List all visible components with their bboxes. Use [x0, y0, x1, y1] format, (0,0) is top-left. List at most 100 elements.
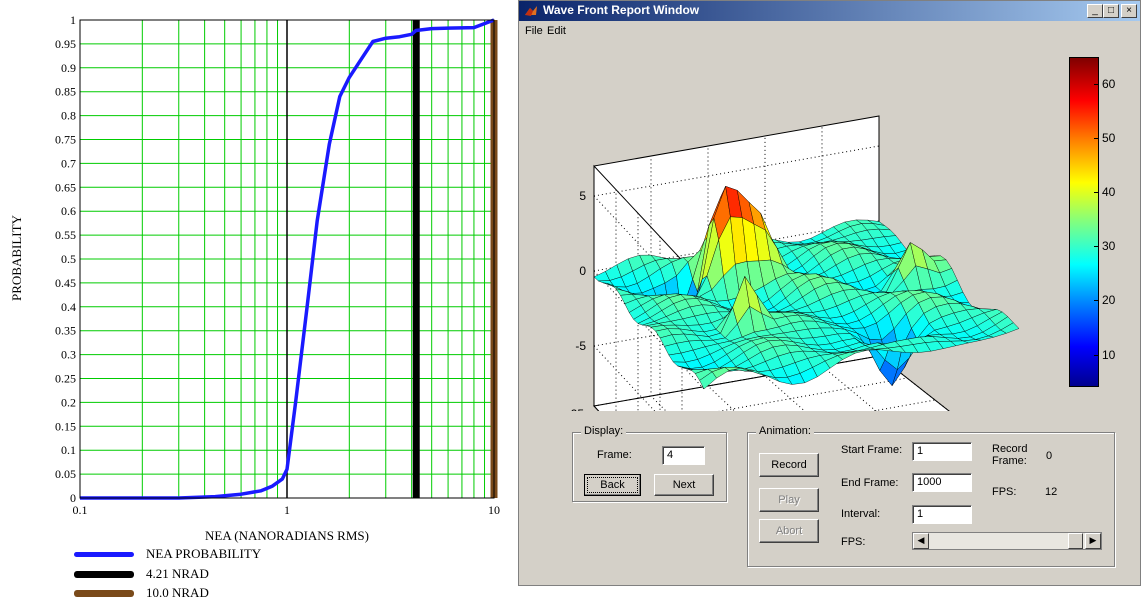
colorbar-tick-label: 40 — [1102, 185, 1116, 200]
colorbar-tick — [1094, 192, 1099, 194]
colorbar-tick-label: 20 — [1102, 293, 1116, 308]
wave-front-report-window: Wave Front Report Window _ □ × File Edit… — [518, 0, 1141, 586]
x-axis-label: NEA (NANORADIANS RMS) — [205, 528, 369, 543]
y-tick-label: 0.05 — [55, 467, 76, 481]
y-tick-label: 0.15 — [55, 419, 76, 433]
y-tick-label: 0.8 — [61, 109, 76, 123]
y-tick-label: 0.65 — [55, 180, 76, 194]
x-tick-label: 10 — [488, 503, 500, 517]
x-tick-label: 1 — [284, 503, 290, 517]
legend-swatch-black — [74, 570, 134, 578]
y-tick-label: 0 — [70, 491, 76, 505]
menu-edit[interactable]: Edit — [547, 25, 566, 37]
surface-axis-labels: 50-5252015105510152025 — [571, 189, 587, 411]
matlab-icon — [525, 6, 537, 16]
title-bar[interactable]: Wave Front Report Window _ □ × — [519, 1, 1140, 21]
slider-left-arrow-icon[interactable]: ◀ — [913, 533, 929, 549]
legend-label: 4.21 NRAD — [146, 566, 209, 581]
surface-patch — [1000, 322, 1020, 334]
plot-frame — [79, 19, 495, 499]
next-button[interactable]: Next — [654, 474, 714, 496]
wall-gridline — [593, 270, 705, 390]
surface-plot: 50-5252015105510152025 — [571, 115, 1020, 411]
wall-gridline — [593, 345, 656, 411]
colorbar-tick — [1094, 138, 1099, 140]
curve-layer — [80, 18, 495, 500]
interval-field[interactable]: 1 — [912, 505, 972, 524]
y-tick-label: 25 — [571, 407, 585, 411]
end-frame-label: End Frame: — [841, 477, 899, 489]
y-tick-label: 0.7 — [61, 156, 76, 170]
y-tick-label: 0.6 — [61, 204, 76, 218]
minimize-button[interactable]: _ — [1087, 4, 1103, 18]
z-tick-label: 5 — [579, 189, 586, 203]
y-tick-label: 0.55 — [55, 228, 76, 242]
colorbar-tick-label: 10 — [1102, 347, 1116, 362]
y-tick-label: 0.85 — [55, 85, 76, 99]
legend-item-nea: NEA PROBABILITY — [74, 545, 261, 563]
colorbar-tick-label: 50 — [1102, 131, 1116, 146]
frame-field[interactable]: 4 — [662, 446, 705, 465]
colorbar-tick — [1094, 300, 1099, 302]
chart-grid — [79, 19, 495, 499]
fps-label: FPS: — [992, 486, 1017, 498]
play-button[interactable]: Play — [759, 488, 819, 512]
window-title: Wave Front Report Window — [543, 3, 700, 17]
y-tick-label: 0.25 — [55, 372, 76, 386]
display-group-title: Display: — [581, 425, 627, 437]
x-tick-label: 0.1 — [73, 503, 88, 517]
legend-swatch-blue — [74, 551, 134, 557]
legend-swatch-brown — [74, 589, 134, 597]
surface-mesh — [593, 185, 1020, 390]
legend-item-421: 4.21 NRAD — [74, 565, 209, 583]
back-button[interactable]: Back — [584, 474, 641, 496]
record-frame-value: 0 — [1046, 450, 1053, 462]
colorbar-tick — [1094, 354, 1099, 356]
legend-item-100: 10.0 NRAD — [74, 584, 209, 602]
colorbar — [1069, 57, 1099, 387]
y-tick-label: 0.1 — [61, 443, 76, 457]
record-frame-label-line2: Frame: — [992, 455, 1027, 467]
y-axis-label: PROBABILITY — [9, 215, 24, 301]
probability-chart: 0 0.05 0.1 0.15 0.2 0.25 0.3 0.35 0.4 0.45 0.5 0.55… — [0, 0, 515, 601]
colorbar-tick — [1094, 84, 1099, 86]
colorbar-tick — [1094, 246, 1099, 248]
wall-gridline — [593, 145, 880, 197]
colorbar-tick-label: 30 — [1102, 239, 1116, 254]
frame-label: Frame: — [597, 449, 632, 461]
legend-label: NEA PROBABILITY — [146, 546, 262, 561]
z-tick-label: 0 — [579, 264, 586, 278]
slider-thumb[interactable] — [1068, 533, 1083, 549]
end-frame-field[interactable]: 1000 — [912, 473, 972, 492]
y-tick-labels: 0 0.05 0.1 0.15 0.2 0.25 0.3 0.35 0.4 0.45 0.5 0.55… — [55, 13, 76, 505]
z-tick-label: -5 — [575, 339, 586, 353]
y-tick-label: 0.2 — [61, 395, 76, 409]
floor-gridline — [650, 156, 667, 411]
y-tick-label: 0.9 — [61, 61, 76, 75]
abort-button[interactable]: Abort — [759, 519, 819, 543]
animation-group-title: Animation: — [756, 425, 814, 437]
nea-probability-line — [80, 18, 495, 500]
close-button[interactable]: × — [1121, 4, 1137, 18]
record-frame-label-line1: Record — [992, 443, 1028, 455]
slider-right-arrow-icon[interactable]: ▶ — [1085, 533, 1101, 549]
legend-label: 10.0 NRAD — [146, 585, 209, 600]
colorbar-tick-label: 60 — [1102, 77, 1116, 92]
y-tick-label: 0.95 — [55, 37, 76, 51]
chart-svg: 0 0.05 0.1 0.15 0.2 0.25 0.3 0.35 0.4 0.45 0.5 0.55… — [55, 13, 501, 517]
y-tick-label: 0.75 — [55, 133, 76, 147]
start-frame-field[interactable]: 1 — [912, 442, 972, 461]
record-button[interactable]: Record — [759, 453, 819, 477]
x-tick-labels: 0.1 1 10 — [73, 503, 501, 517]
y-tick-label: 0.5 — [61, 252, 76, 266]
menu-file[interactable]: File — [525, 25, 543, 37]
fps-slider-label: FPS: — [841, 536, 866, 548]
y-tick-label: 0.45 — [55, 276, 76, 290]
maximize-button[interactable]: □ — [1103, 4, 1119, 18]
fps-slider[interactable]: ◀ ▶ — [912, 532, 1102, 550]
display-group: Display: Frame: 4 Back Next — [572, 425, 727, 502]
animation-group: Animation: Record Play Abort Start Frame… — [747, 425, 1115, 567]
y-tick-label: 0.35 — [55, 324, 76, 338]
start-frame-label: Start Frame: — [841, 444, 903, 456]
fps-value: 12 — [1045, 486, 1058, 498]
